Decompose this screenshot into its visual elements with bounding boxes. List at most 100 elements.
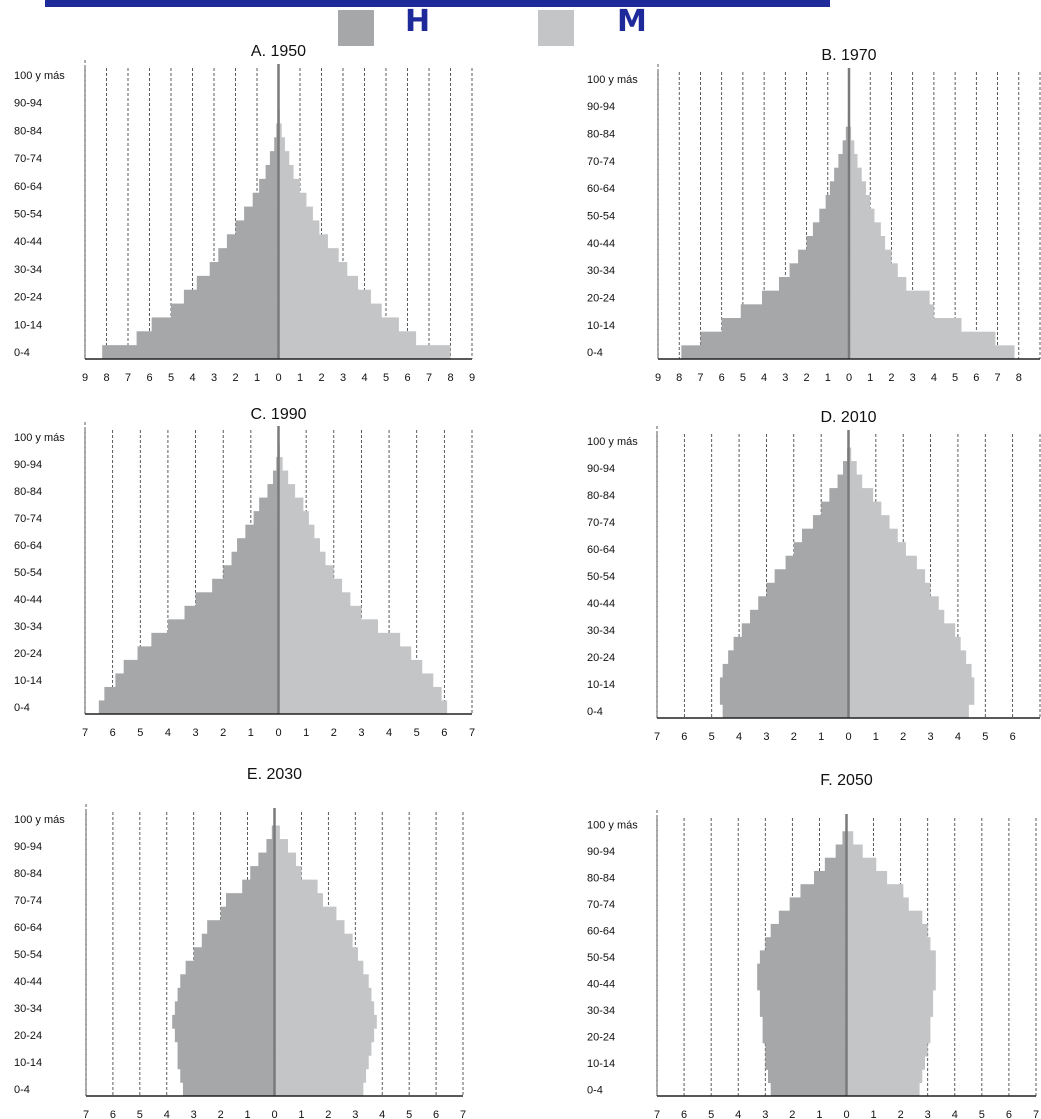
bar-female: [846, 884, 904, 898]
tick-label: 6: [110, 727, 116, 739]
bar-male: [757, 963, 847, 978]
bar-male: [201, 933, 275, 948]
tick-label: 7: [994, 372, 1000, 384]
bar-male: [242, 879, 275, 894]
bar-female: [849, 345, 1015, 360]
bar-male: [722, 704, 849, 719]
bar-male: [837, 474, 849, 489]
legend: H M: [0, 0, 1041, 50]
tick-label: 7: [82, 727, 88, 739]
bar-female: [274, 974, 369, 989]
bar-male: [759, 950, 847, 964]
bar-female: [278, 151, 290, 166]
bar-female: [848, 582, 931, 597]
bar-female: [849, 290, 930, 305]
age-label: 60-64: [587, 544, 615, 556]
pyramid-1970: B. 1970 0-4 10-14 20-24 30-34 40-44 50-54 60-64…: [587, 47, 1041, 384]
bar-female: [278, 673, 434, 688]
age-label: 40-44: [14, 236, 42, 248]
bar-female: [278, 497, 304, 512]
bar-male: [778, 277, 849, 291]
bar-male: [814, 870, 847, 885]
bar-female: [846, 990, 934, 1004]
age-label: 70-74: [587, 899, 615, 911]
age-label: 20-24: [14, 292, 42, 304]
age-label: 60-64: [14, 922, 42, 934]
legend-swatch-male: [338, 10, 374, 46]
bar-male: [681, 345, 849, 360]
bar-female: [848, 569, 926, 584]
bar-male: [766, 582, 849, 597]
bar-male: [801, 528, 849, 543]
bar-male: [207, 920, 275, 935]
age-label: 0-4: [14, 347, 30, 359]
tick-label: 5: [982, 731, 988, 743]
bar-male: [834, 167, 849, 182]
bar-female: [846, 1069, 923, 1084]
age-label: 0-4: [14, 702, 30, 714]
tick-label: 8: [447, 372, 453, 384]
bar-male: [226, 893, 275, 907]
bar-male: [195, 592, 279, 607]
tick-label: 0: [846, 372, 852, 384]
bar-male: [785, 555, 849, 570]
bar-female: [848, 663, 972, 678]
tick-label: 3: [782, 372, 788, 384]
tick-label: 2: [325, 1109, 331, 1119]
age-label: 70-74: [14, 513, 42, 525]
age-label: 80-84: [14, 868, 42, 880]
bar-male: [231, 551, 279, 566]
tick-label: 6: [146, 372, 152, 384]
bar-female: [849, 249, 892, 264]
bar-female: [274, 1055, 369, 1070]
bar-female: [274, 987, 372, 1002]
bar-male: [180, 1068, 275, 1083]
bar-male: [829, 488, 849, 502]
age-label: 90-94: [587, 101, 615, 113]
bar-male: [700, 331, 849, 346]
tick-label: 5: [137, 727, 143, 739]
bar-male: [115, 673, 279, 688]
bar-male: [770, 923, 847, 938]
bar-male: [762, 1016, 847, 1031]
bar-female: [274, 879, 318, 894]
bar-female: [849, 318, 962, 332]
bar-female: [278, 123, 282, 138]
age-label: 100 y más: [587, 74, 638, 86]
tick-label: 2: [232, 372, 238, 384]
tick-label: 6: [719, 372, 725, 384]
bar-female: [848, 447, 852, 462]
bar-male: [843, 461, 849, 475]
bar-male: [842, 140, 849, 155]
bar-female: [274, 906, 337, 921]
bar-female: [849, 331, 996, 346]
age-label: 20-24: [14, 648, 42, 660]
tick-label: 4: [931, 372, 937, 384]
bar-female: [849, 222, 881, 237]
tick-label: 5: [709, 731, 715, 743]
bar-male: [758, 596, 849, 611]
bar-male: [778, 910, 847, 925]
bar-female: [848, 501, 882, 516]
bar-male: [740, 304, 849, 319]
tick-label: 6: [110, 1109, 116, 1119]
tick-label: 7: [469, 727, 475, 739]
tick-label: 7: [460, 1109, 466, 1119]
tick-label: 1: [818, 731, 824, 743]
tick-label: 1: [254, 372, 260, 384]
tick-label: 2: [789, 1109, 795, 1119]
bar-male: [741, 623, 849, 638]
tick-label: 2: [803, 372, 809, 384]
bar-female: [846, 923, 928, 938]
bar-male: [765, 1056, 847, 1070]
bar-female: [848, 609, 945, 624]
bar-female: [274, 920, 345, 935]
bar-male: [812, 222, 849, 237]
bar-male: [733, 636, 849, 651]
tick-label: 3: [358, 727, 364, 739]
bar-male: [719, 690, 849, 705]
tick-label: 1: [248, 727, 254, 739]
bar-female: [274, 893, 323, 907]
bar-female: [278, 592, 351, 607]
tick-label: 6: [681, 1109, 687, 1119]
